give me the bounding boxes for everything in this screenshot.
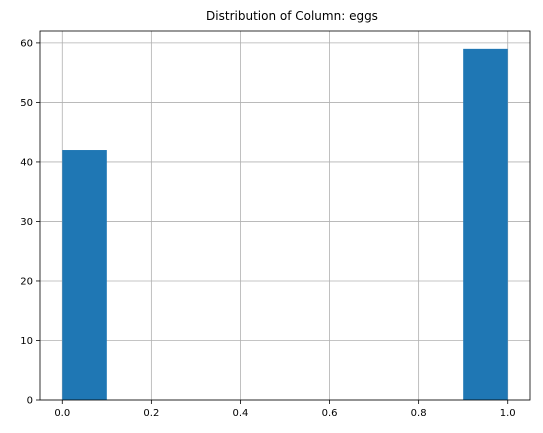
y-tick-label: 50 bbox=[20, 98, 33, 109]
plot-frame bbox=[39, 30, 531, 401]
y-tick-label: 20 bbox=[20, 276, 33, 287]
y-tick-label: 10 bbox=[20, 336, 33, 347]
y-tick-label: 40 bbox=[20, 157, 33, 168]
histogram-bar bbox=[463, 48, 508, 401]
y-tick-label: 0 bbox=[27, 396, 33, 407]
y-tick-label: 60 bbox=[20, 38, 33, 49]
x-tick-label: 0.8 bbox=[411, 408, 427, 419]
x-tick-label: 1.0 bbox=[500, 408, 516, 419]
x-tick-label: 0.6 bbox=[322, 408, 338, 419]
bars-layer bbox=[62, 48, 508, 401]
histogram-bar bbox=[62, 150, 107, 400]
x-tick-label: 0.4 bbox=[233, 408, 249, 419]
x-tick-label: 0.2 bbox=[143, 408, 159, 419]
axes-layer: 0.0 0.2 0.4 0.6 0.8 1.0 0 10 20 30 40 50 60 bbox=[20, 30, 531, 419]
chart-title: Distribution of Column: eggs bbox=[206, 9, 378, 23]
grid-layer bbox=[40, 31, 530, 401]
y-tick-label: 30 bbox=[20, 217, 33, 228]
x-tick-label: 0.0 bbox=[54, 408, 70, 419]
